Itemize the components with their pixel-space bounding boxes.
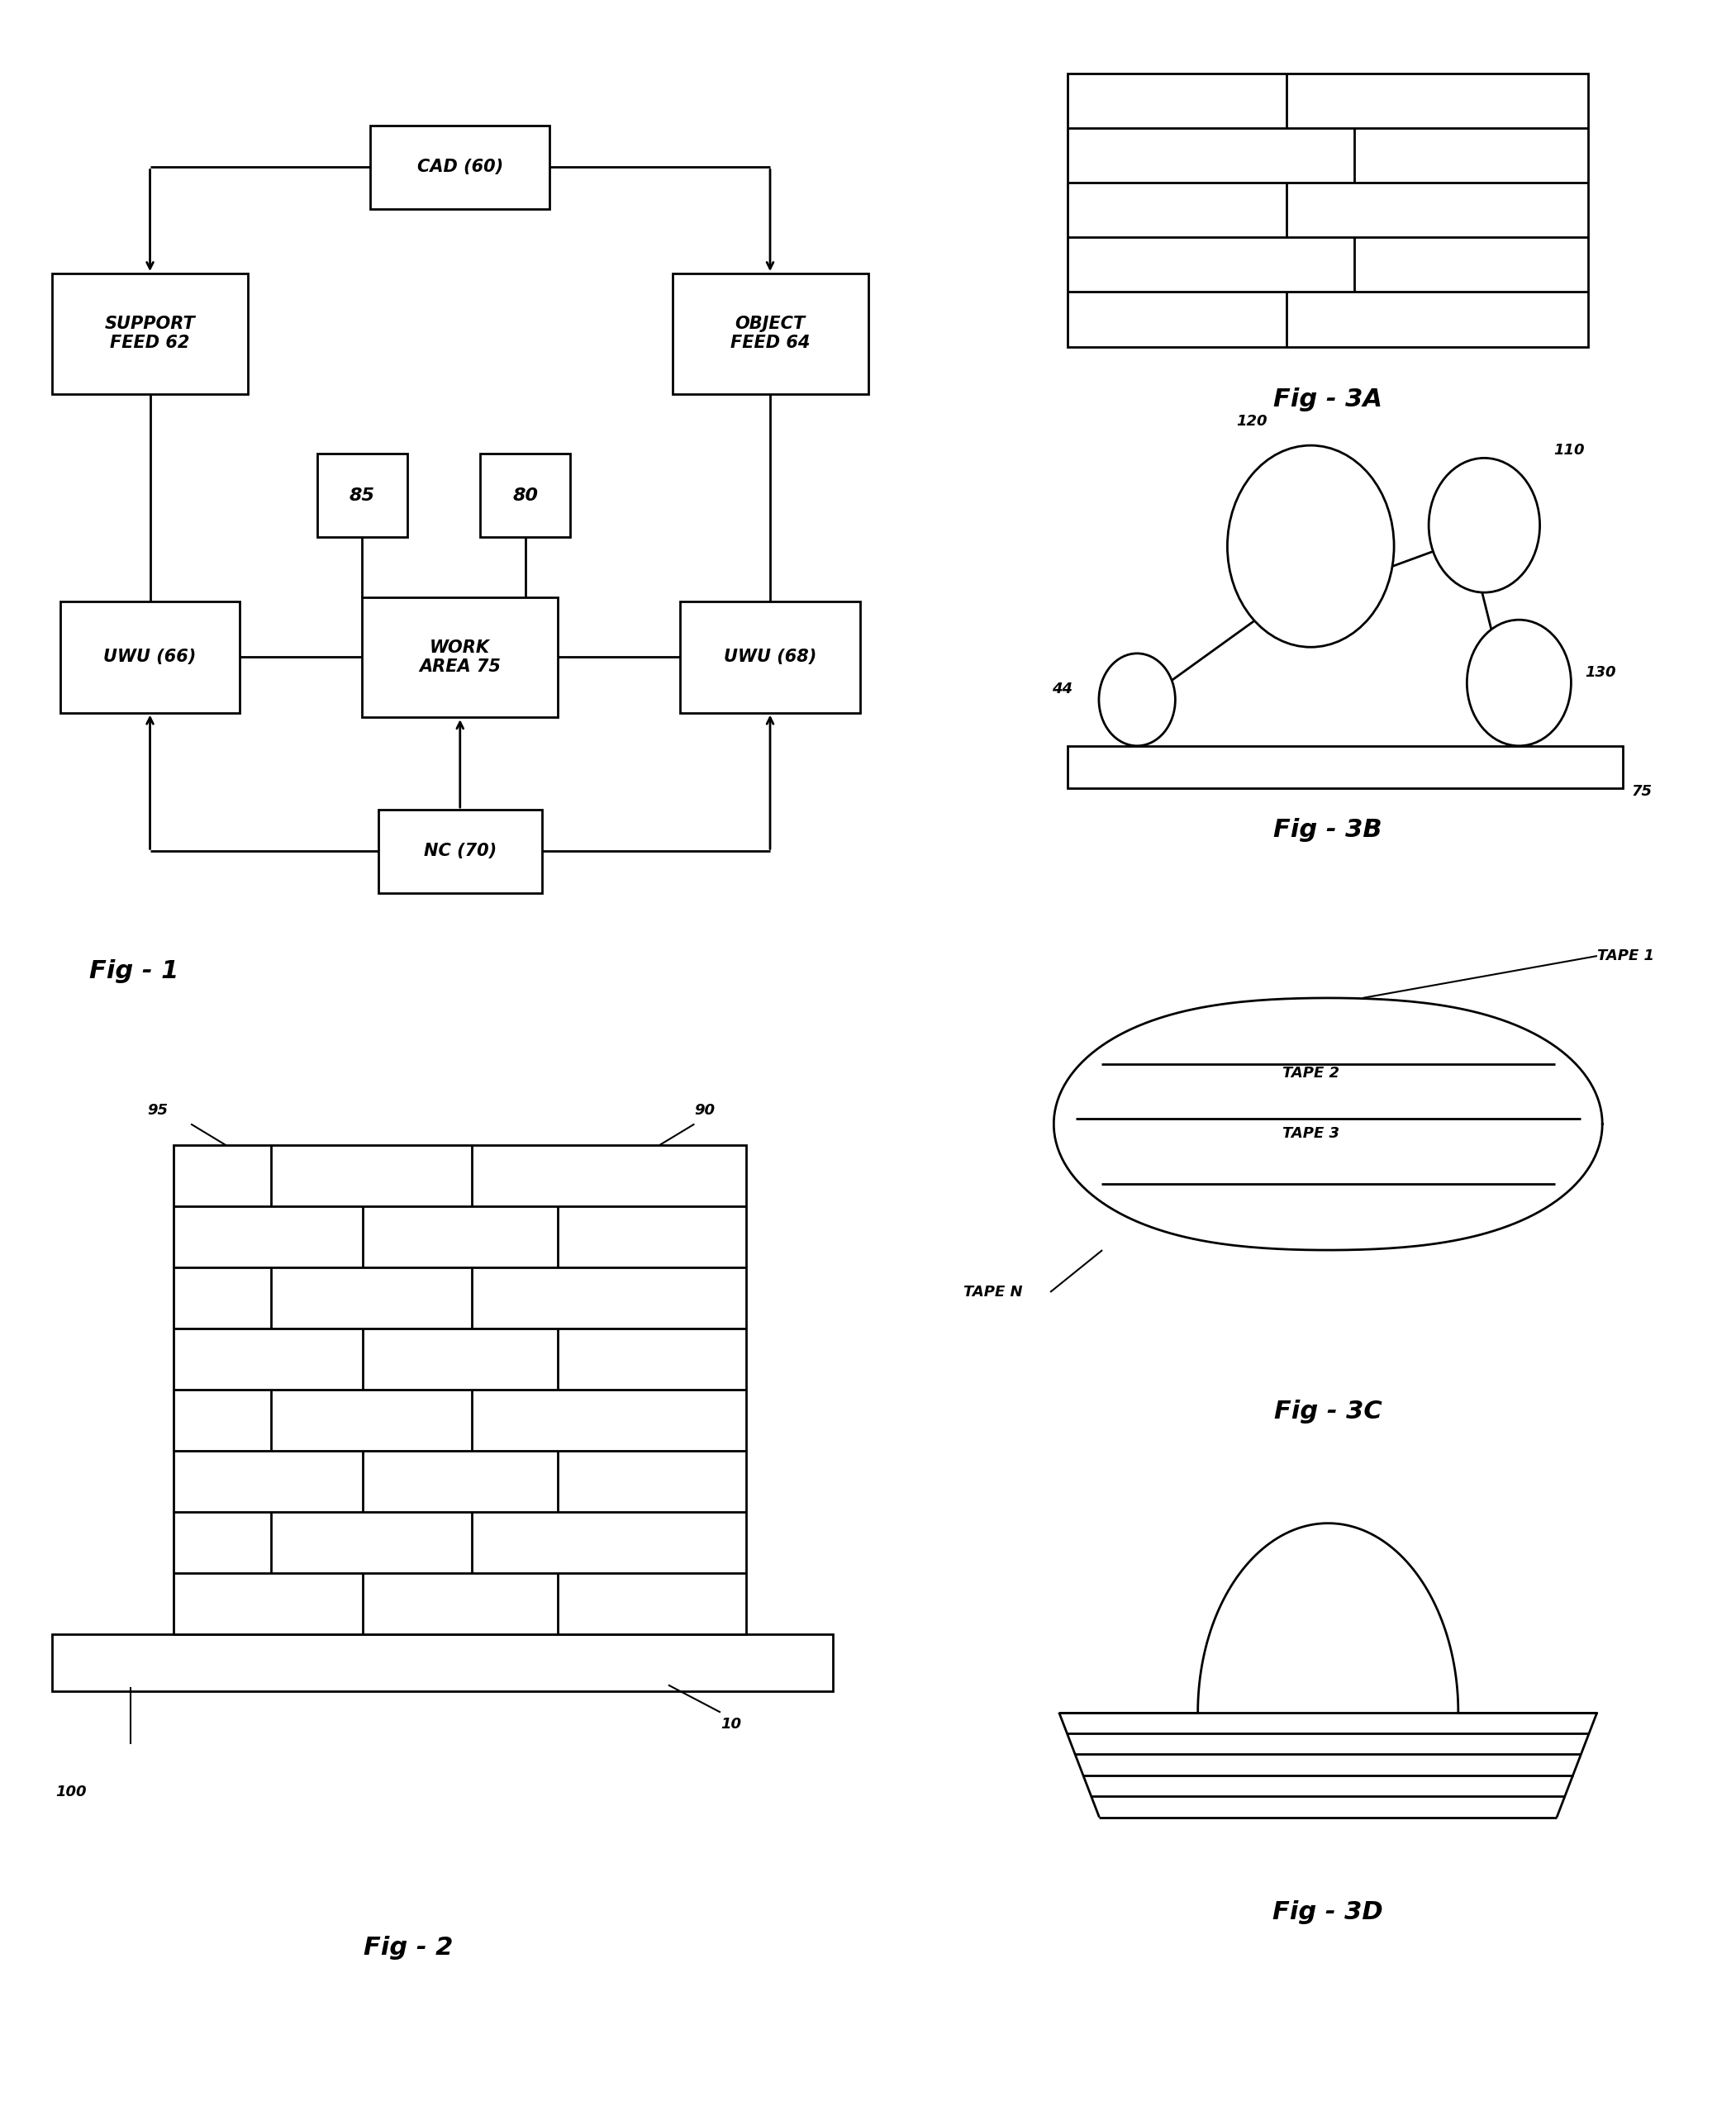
FancyBboxPatch shape bbox=[52, 273, 248, 393]
Text: 44: 44 bbox=[1052, 681, 1073, 698]
FancyBboxPatch shape bbox=[52, 1635, 833, 1691]
Text: Fig - 3A: Fig - 3A bbox=[1274, 387, 1382, 412]
FancyBboxPatch shape bbox=[363, 597, 557, 716]
FancyBboxPatch shape bbox=[1068, 74, 1588, 347]
Text: 80: 80 bbox=[512, 487, 538, 504]
Text: CAD (60): CAD (60) bbox=[417, 160, 503, 176]
Text: TAPE 2: TAPE 2 bbox=[1283, 1065, 1338, 1080]
Text: 110: 110 bbox=[1554, 443, 1585, 458]
Text: UWU (68): UWU (68) bbox=[724, 649, 816, 666]
FancyBboxPatch shape bbox=[174, 1145, 746, 1635]
Text: Fig - 2: Fig - 2 bbox=[363, 1935, 453, 1960]
Text: TAPE 1: TAPE 1 bbox=[1597, 948, 1654, 964]
Text: SUPPORT
FEED 62: SUPPORT FEED 62 bbox=[104, 315, 196, 351]
Text: Fig - 3D: Fig - 3D bbox=[1272, 1899, 1384, 1925]
FancyBboxPatch shape bbox=[672, 273, 868, 393]
Text: Fig - 3C: Fig - 3C bbox=[1274, 1399, 1382, 1424]
FancyBboxPatch shape bbox=[681, 601, 859, 712]
Text: TAPE 3: TAPE 3 bbox=[1283, 1126, 1338, 1141]
Text: 95: 95 bbox=[148, 1103, 168, 1118]
Text: TAPE N: TAPE N bbox=[963, 1284, 1023, 1301]
FancyBboxPatch shape bbox=[370, 126, 550, 208]
Text: 10: 10 bbox=[720, 1717, 741, 1731]
Text: OBJECT
FEED 64: OBJECT FEED 64 bbox=[731, 315, 811, 351]
Text: WORK
AREA 75: WORK AREA 75 bbox=[418, 639, 502, 674]
Text: UWU (66): UWU (66) bbox=[104, 649, 196, 666]
FancyBboxPatch shape bbox=[318, 454, 406, 538]
Text: Fig - 3B: Fig - 3B bbox=[1274, 817, 1382, 843]
FancyBboxPatch shape bbox=[1068, 746, 1623, 788]
Text: 130: 130 bbox=[1585, 664, 1616, 681]
Text: 120: 120 bbox=[1236, 414, 1267, 429]
FancyBboxPatch shape bbox=[378, 809, 542, 893]
FancyBboxPatch shape bbox=[61, 601, 240, 712]
Text: 100: 100 bbox=[56, 1784, 87, 1801]
Text: 85: 85 bbox=[349, 487, 375, 504]
FancyBboxPatch shape bbox=[481, 454, 569, 538]
Text: NC (70): NC (70) bbox=[424, 843, 496, 859]
Text: 90: 90 bbox=[694, 1103, 715, 1118]
Text: Fig - 1: Fig - 1 bbox=[89, 960, 179, 983]
Text: 75: 75 bbox=[1632, 784, 1653, 798]
